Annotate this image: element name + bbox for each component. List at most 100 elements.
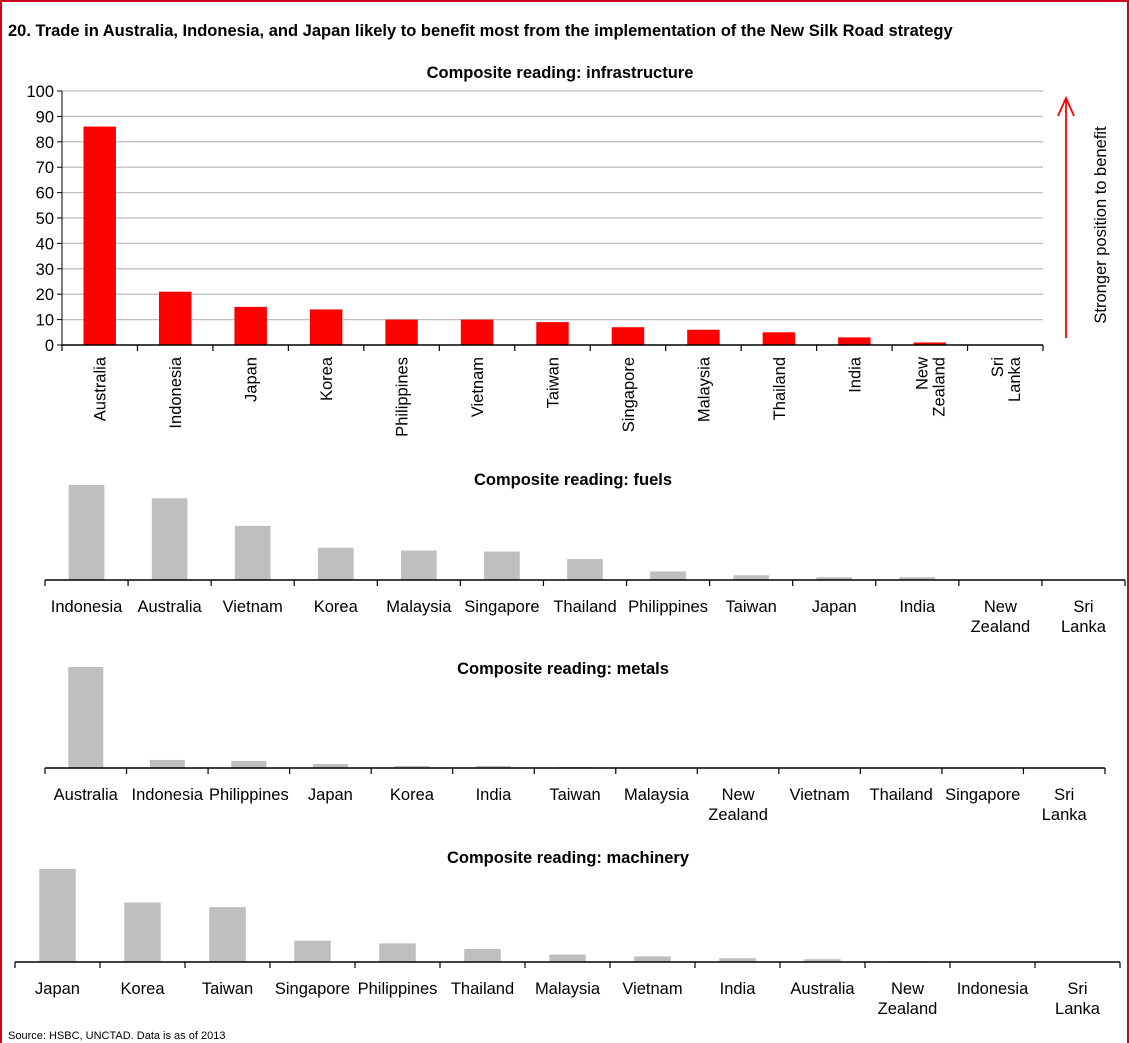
bar xyxy=(567,559,603,580)
y-tick-label: 40 xyxy=(36,235,54,253)
bar xyxy=(68,485,105,580)
category-label: New xyxy=(984,598,1017,616)
category-label: Singapore xyxy=(464,598,539,616)
category-label: Sri xyxy=(1054,786,1074,804)
category-label: Thailand xyxy=(553,598,616,616)
category-label: Australia xyxy=(790,980,855,998)
bar xyxy=(733,575,770,580)
figure-title: 20. Trade in Australia, Indonesia, and J… xyxy=(8,22,953,40)
category-label: Vietnam xyxy=(469,357,487,417)
category-label: Japan xyxy=(35,980,80,998)
category-label: Australia xyxy=(92,356,110,421)
panel-3: Composite reading: metals Australia Indone… xyxy=(44,660,1106,824)
bar xyxy=(294,940,331,962)
category-label: Indonesia xyxy=(51,598,123,616)
category-label: India xyxy=(899,598,936,616)
category-label: Singapore xyxy=(275,980,350,998)
category-label: New xyxy=(891,980,924,998)
panel-title: Composite reading: machinery xyxy=(447,849,690,867)
bar xyxy=(634,956,671,962)
bar xyxy=(158,291,192,345)
bar xyxy=(913,342,947,345)
panel-2: Composite reading: fuels Indonesia Austral… xyxy=(44,471,1126,636)
bar xyxy=(400,550,437,580)
bar xyxy=(149,759,185,768)
category-label: Australia xyxy=(138,598,203,616)
bar xyxy=(317,547,354,580)
category-label: Taiwan xyxy=(549,786,600,804)
y-tick-label: 30 xyxy=(36,261,54,279)
category-label: Vietnam xyxy=(622,980,682,998)
category-label: Indonesia xyxy=(132,786,204,804)
category-label: Philippines xyxy=(628,598,708,616)
category-label: Lanka xyxy=(1055,1000,1101,1018)
bar xyxy=(379,943,416,962)
source-note: Source: HSBC, UNCTAD. Data is as of 2013 xyxy=(8,1030,226,1042)
bar xyxy=(209,907,246,962)
bar xyxy=(816,577,853,580)
category-label: Malaysia xyxy=(386,598,452,616)
category-label: Taiwan xyxy=(545,357,563,408)
y-tick-label: 50 xyxy=(36,210,54,228)
bar xyxy=(804,959,841,962)
bar xyxy=(39,869,76,962)
category-label: Taiwan xyxy=(725,598,776,616)
category-label: Lanka xyxy=(1006,356,1024,402)
category-label: Vietnam xyxy=(789,786,849,804)
y-tick-label: 100 xyxy=(26,83,54,101)
category-label: Singapore xyxy=(620,357,638,432)
bar xyxy=(549,954,586,962)
category-label: Taiwan xyxy=(202,980,253,998)
bar xyxy=(650,571,686,580)
category-label: Sri xyxy=(989,357,1007,377)
bar xyxy=(838,337,871,345)
bar xyxy=(394,765,430,768)
panel-title: Composite reading: metals xyxy=(457,660,669,678)
category-label: Malaysia xyxy=(624,786,690,804)
category-label: Korea xyxy=(318,356,336,401)
bar xyxy=(484,551,520,580)
bar xyxy=(460,319,494,345)
y-tick-label: 0 xyxy=(45,337,54,355)
y-tick-label: 70 xyxy=(36,159,54,177)
bar xyxy=(151,498,188,580)
category-label: India xyxy=(476,786,513,804)
category-label: Thailand xyxy=(870,786,933,804)
bar xyxy=(234,306,267,345)
category-label: Australia xyxy=(54,786,119,804)
category-label: Zealand xyxy=(971,618,1031,636)
category-label: Indonesia xyxy=(957,980,1029,998)
bar xyxy=(687,329,720,345)
category-label: Lanka xyxy=(1042,806,1088,824)
category-label: Singapore xyxy=(945,786,1020,804)
bar xyxy=(475,765,511,768)
category-label: Zealand xyxy=(878,1000,938,1018)
y-tick-label: 60 xyxy=(36,185,54,203)
category-label: Lanka xyxy=(1061,618,1107,636)
panel-4: Composite reading: machinery Japan Korea Ta… xyxy=(14,849,1121,1018)
category-label: New xyxy=(722,786,755,804)
category-label: Korea xyxy=(390,786,435,804)
category-label: Malaysia xyxy=(695,356,713,422)
bar xyxy=(464,948,501,962)
category-label: Philippines xyxy=(209,786,289,804)
panel-title: Composite reading: fuels xyxy=(474,471,672,489)
category-label: Philippines xyxy=(358,980,438,998)
category-label: Sri xyxy=(1067,980,1087,998)
bar xyxy=(124,902,161,962)
arrow-head xyxy=(1057,95,1075,117)
bar xyxy=(536,322,569,345)
y-tick-label: 10 xyxy=(36,312,54,330)
category-label: Zealand xyxy=(708,806,768,824)
y-tick-label: 20 xyxy=(36,286,54,304)
bar xyxy=(231,760,267,768)
bar xyxy=(762,332,796,345)
bar xyxy=(611,327,645,345)
category-label: India xyxy=(720,980,757,998)
category-label: Thailand xyxy=(451,980,514,998)
category-label: Philippines xyxy=(394,357,412,437)
panel-title: Composite reading: infrastructure xyxy=(427,64,694,82)
category-label: Japan xyxy=(243,357,261,402)
